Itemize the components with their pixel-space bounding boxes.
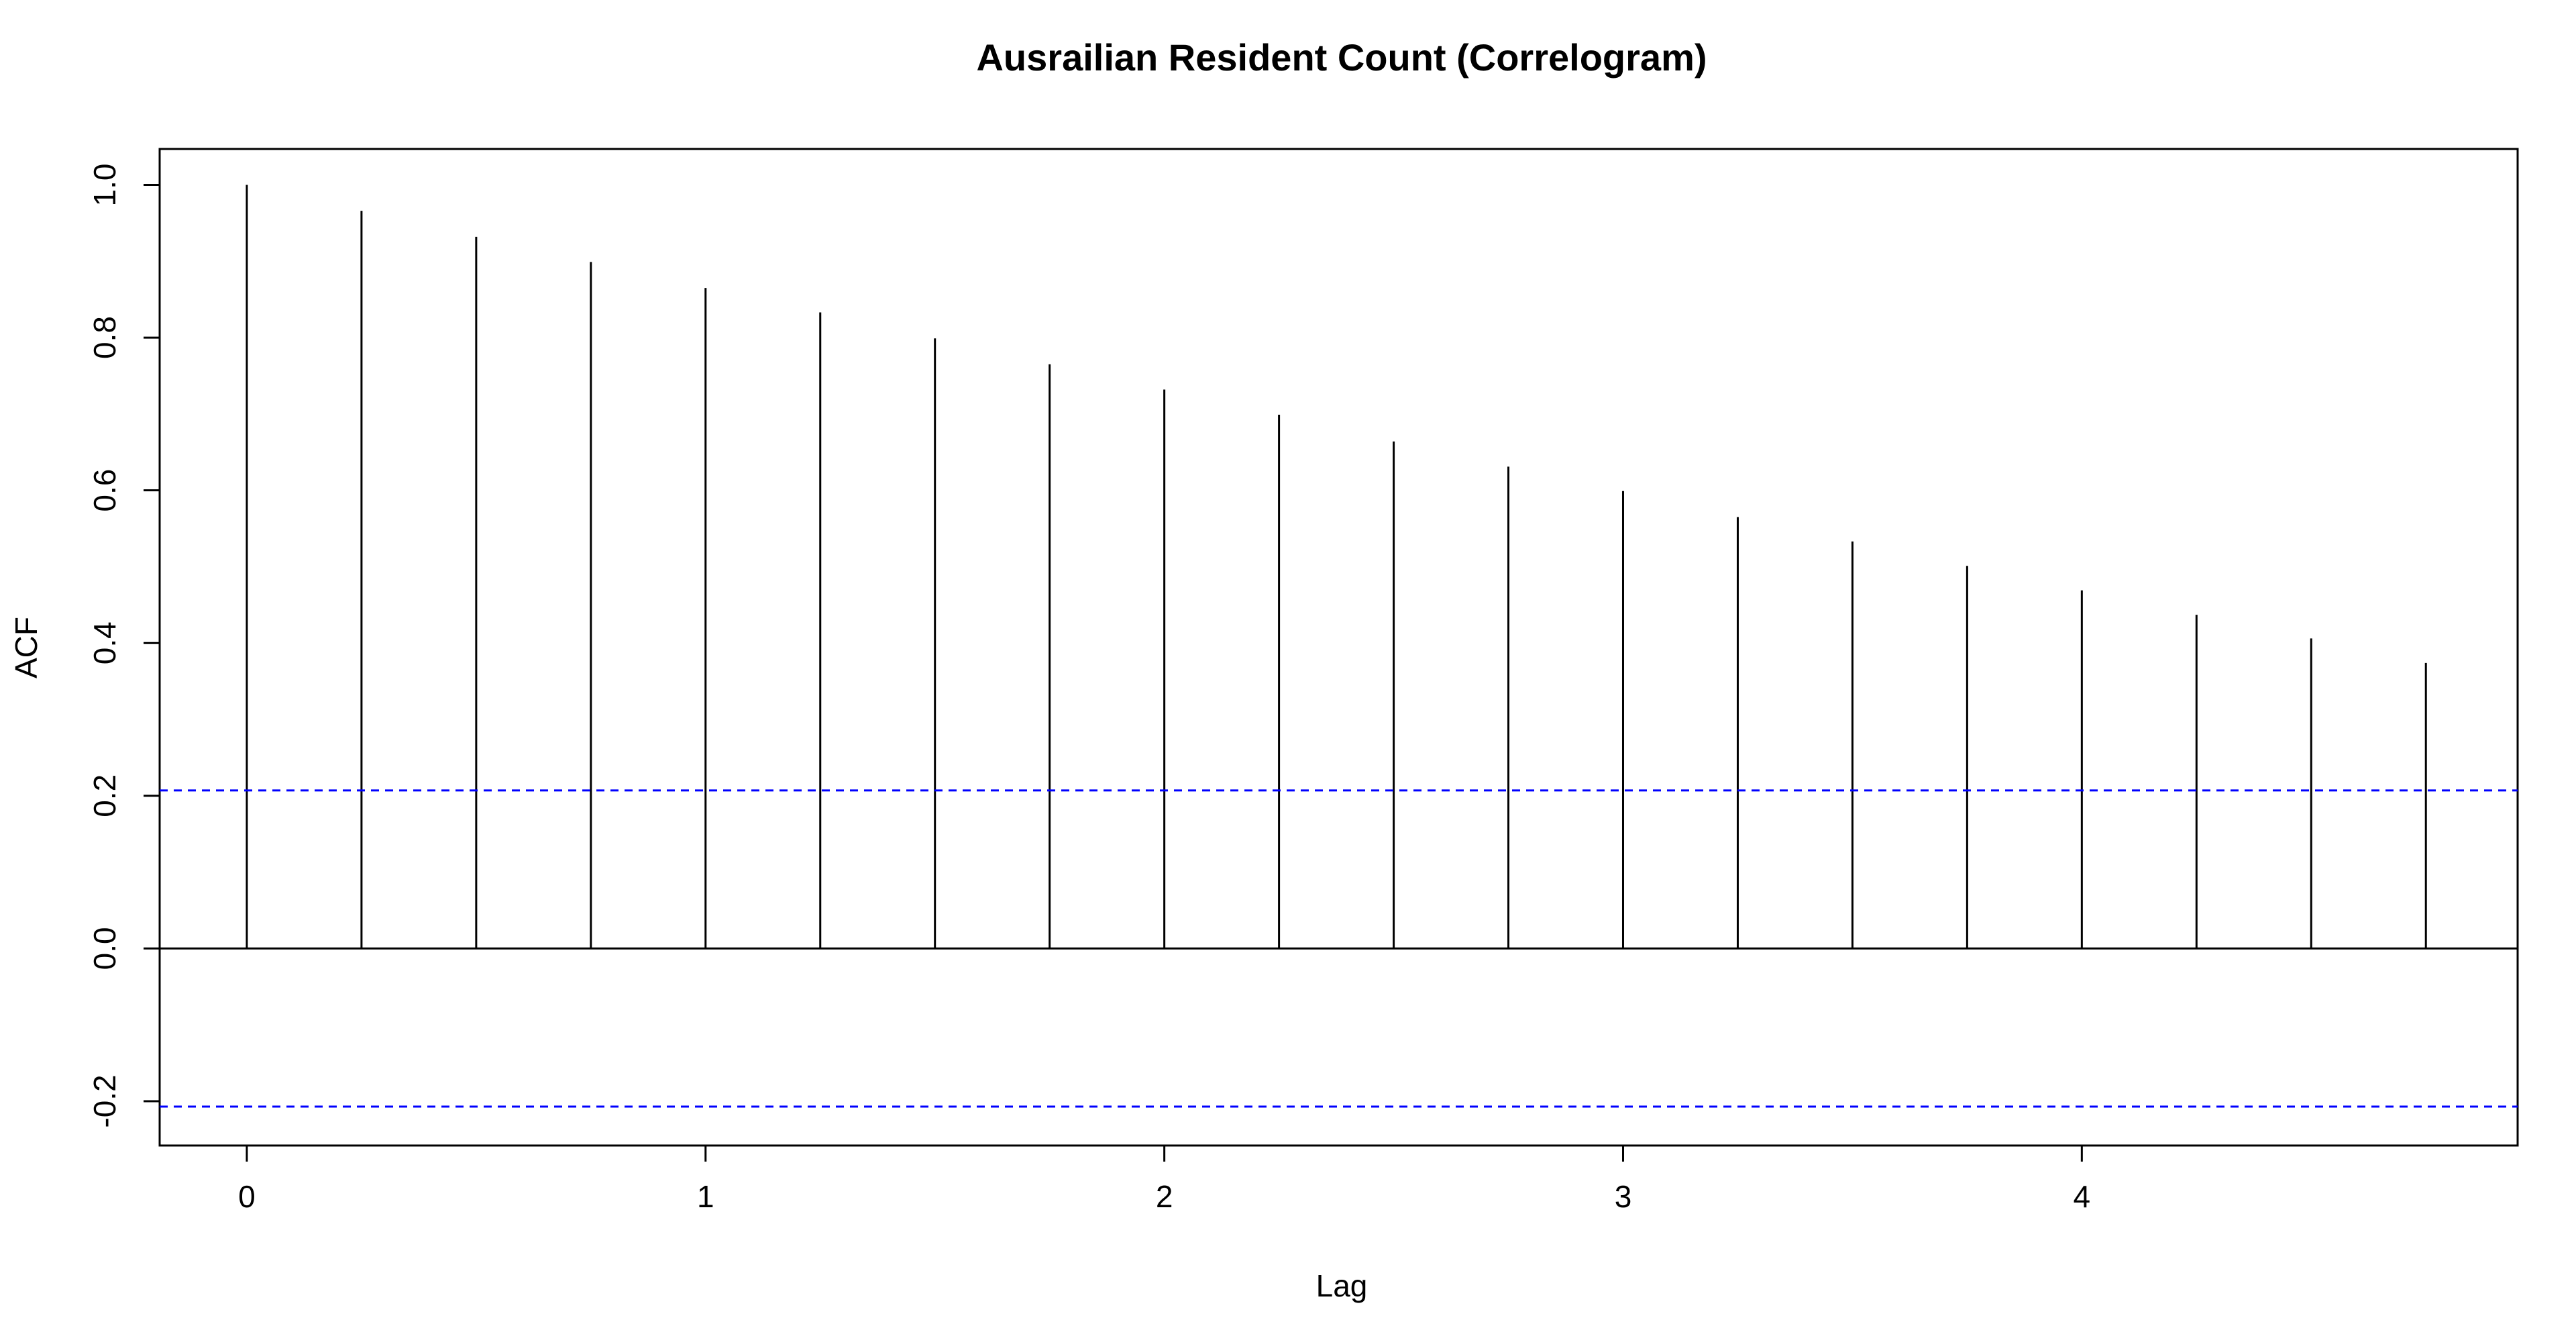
y-tick-label: 0.8	[87, 316, 122, 359]
x-tick-label: 3	[1615, 1179, 1632, 1214]
y-tick-label: 1.0	[87, 164, 122, 207]
x-axis-label: Lag	[1316, 1268, 1368, 1303]
y-tick-label: 0.6	[87, 469, 122, 512]
chart-title: Ausrailian Resident Count (Correlogram)	[976, 36, 1707, 79]
y-tick-label: 0.0	[87, 927, 122, 970]
y-tick-label: 0.4	[87, 621, 122, 664]
plot-frame	[158, 148, 2519, 1147]
x-axis: 0 1 2 3 4	[238, 1146, 2090, 1214]
x-tick-label: 4	[2074, 1179, 2091, 1214]
y-axis: -0.2 0.0 0.2 0.4 0.6 0.8 1.0	[87, 164, 160, 1128]
y-tick-label: 0.2	[87, 774, 122, 817]
confidence-bounds	[160, 789, 2518, 1108]
y-tick-label: -0.2	[87, 1074, 122, 1127]
x-tick-label: 0	[238, 1179, 256, 1214]
x-tick-label: 1	[697, 1179, 714, 1214]
y-axis-label: ACF	[9, 617, 44, 678]
x-tick-label: 2	[1156, 1179, 1173, 1214]
acf-spikes	[246, 185, 2427, 949]
